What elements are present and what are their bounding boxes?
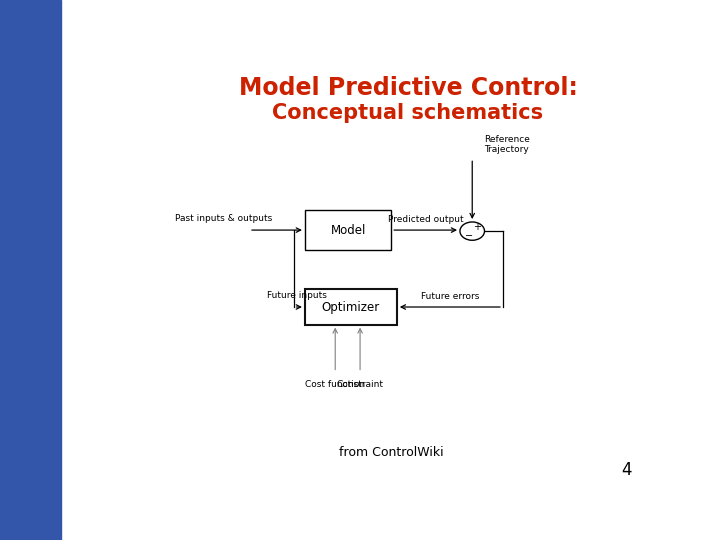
- Text: Future inputs: Future inputs: [266, 291, 326, 300]
- Text: +: +: [473, 221, 481, 232]
- Text: Optimizer: Optimizer: [322, 300, 380, 314]
- Text: Reference
Trajectory: Reference Trajectory: [484, 135, 530, 154]
- Text: Chapter 20: Chapter 20: [18, 188, 44, 352]
- Bar: [305, 210, 392, 250]
- Text: −: −: [465, 231, 473, 241]
- Text: Predicted output: Predicted output: [388, 215, 464, 224]
- Circle shape: [460, 222, 485, 240]
- Text: Future errors: Future errors: [420, 292, 479, 301]
- Text: Conceptual schematics: Conceptual schematics: [272, 103, 544, 123]
- Text: from ControlWiki: from ControlWiki: [339, 446, 444, 459]
- Bar: [305, 289, 397, 325]
- Text: 4: 4: [621, 461, 631, 479]
- Text: Cost function: Cost function: [305, 381, 365, 389]
- Text: Model Predictive Control:: Model Predictive Control:: [238, 76, 577, 100]
- Text: Constraint: Constraint: [336, 381, 384, 389]
- Text: Past inputs & outputs: Past inputs & outputs: [175, 214, 273, 223]
- Text: Model: Model: [330, 224, 366, 237]
